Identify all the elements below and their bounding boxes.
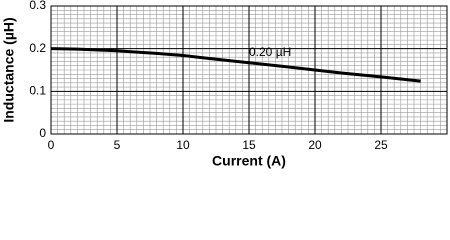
x-tick-label: 0 [48, 138, 55, 152]
y-tick-label: 0.2 [29, 41, 46, 55]
y-tick-label: 0.3 [29, 0, 46, 12]
x-tick-label: 25 [374, 138, 388, 152]
y-axis-title: Inductance (µH) [1, 17, 17, 122]
grid [50, 5, 448, 135]
chart: Current (A) Inductance (µH) 0 5 10 15 20 25 0 0… [1, 0, 448, 169]
x-axis-title: Current (A) [212, 153, 286, 169]
x-tick-label: 20 [308, 138, 322, 152]
x-tick-label: 5 [114, 138, 121, 152]
y-tick-label: 0 [39, 126, 46, 140]
annotation: 0.20 µH [249, 45, 291, 59]
line-series [50, 47, 421, 83]
plot-frame [50, 5, 448, 135]
x-tick-label: 10 [176, 138, 190, 152]
page: Current (A) Inductance (µH) 0 5 10 15 20 25 0 0… [0, 0, 448, 169]
y-tick-label: 0.1 [29, 84, 46, 98]
x-tick-label: 15 [242, 138, 256, 152]
